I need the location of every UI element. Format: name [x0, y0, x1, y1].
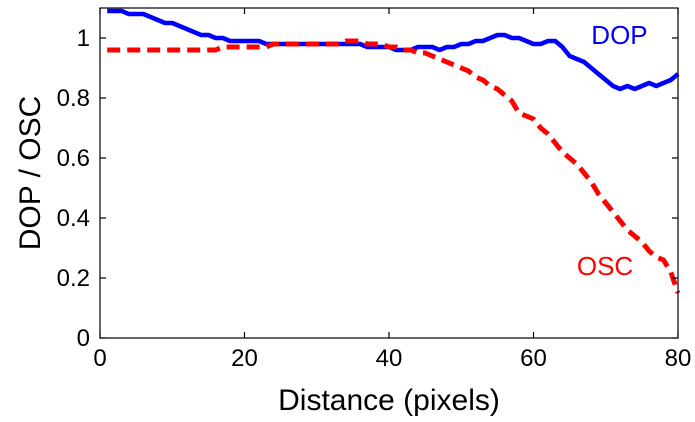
series-osc-line — [107, 38, 681, 294]
series-label-osc: OSC — [577, 251, 633, 281]
x-axis-title: Distance (pixels) — [278, 384, 500, 417]
series-layer — [107, 8, 681, 294]
annotation-layer: DOP OSC — [577, 20, 648, 281]
y-tick-label: 1 — [77, 25, 90, 52]
x-axis: 0 20 40 60 80 — [93, 8, 691, 372]
x-tick-label: 60 — [520, 345, 547, 372]
y-tick-label: 0.4 — [57, 205, 90, 232]
x-tick-label: 80 — [665, 345, 692, 372]
x-tick-label: 40 — [376, 345, 403, 372]
x-tick-label: 20 — [231, 345, 258, 372]
series-label-dop: DOP — [591, 20, 647, 50]
y-axis-title: DOP / OSC — [14, 96, 47, 250]
y-tick-label: 0 — [77, 325, 90, 352]
x-tick-label: 0 — [93, 345, 106, 372]
y-tick-label: 0.6 — [57, 145, 90, 172]
y-axis: 0 0.2 0.4 0.6 0.8 1 — [57, 25, 678, 352]
y-tick-label: 0.8 — [57, 85, 90, 112]
y-tick-label: 0.2 — [57, 265, 90, 292]
